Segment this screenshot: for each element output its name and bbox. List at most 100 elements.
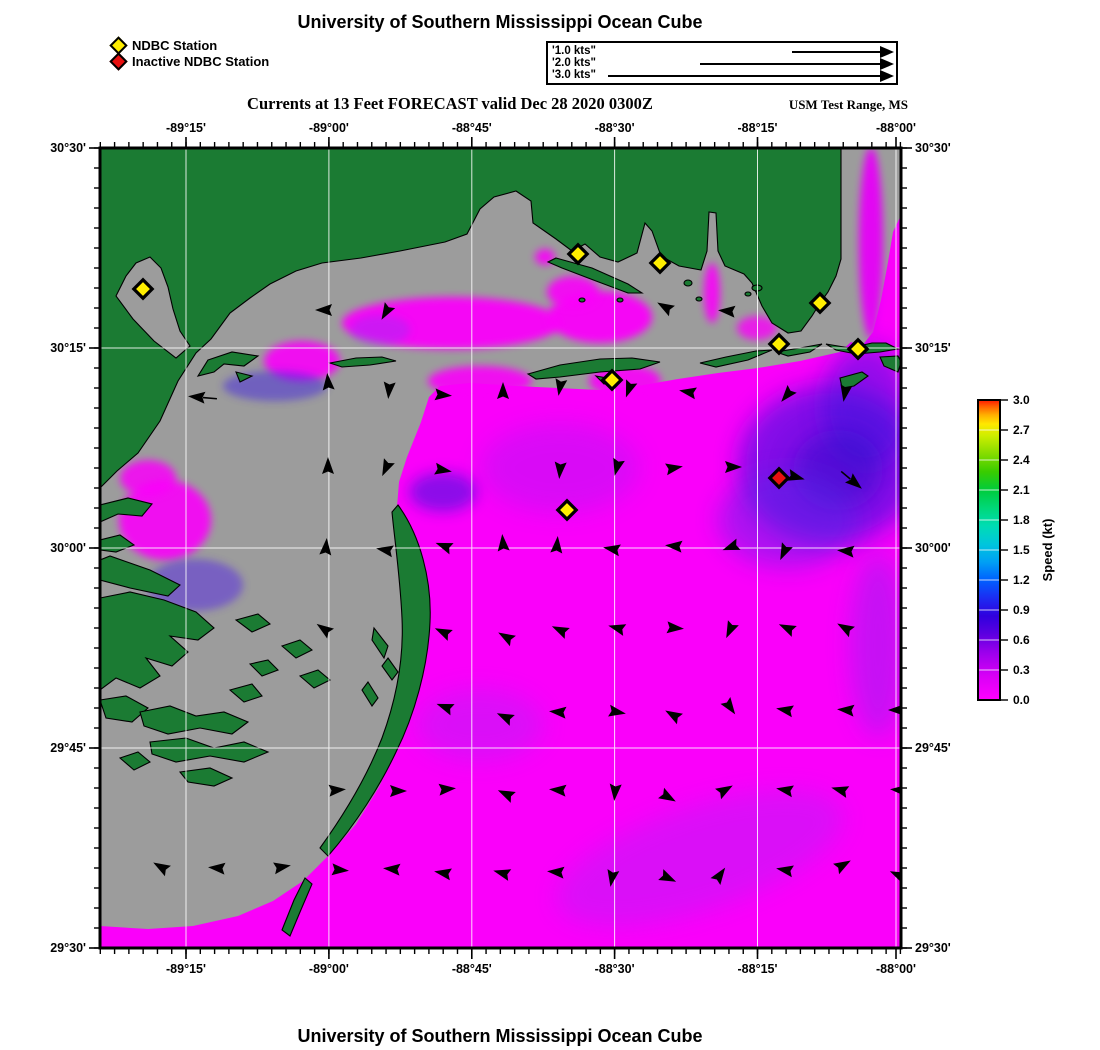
current-vector — [608, 704, 626, 717]
colorbar-tick-label: 0.9 — [1013, 603, 1030, 617]
current-vector — [840, 470, 862, 489]
current-vector — [315, 304, 332, 316]
scale-row-2: '2.0 kts" — [548, 57, 896, 70]
svg-text:-89°15': -89°15' — [166, 962, 206, 976]
current-vector — [434, 868, 452, 881]
svg-text:29°30': 29°30' — [50, 941, 86, 955]
current-vector — [434, 388, 452, 401]
current-vector — [778, 624, 797, 637]
colorbar-tick-label: 0.3 — [1013, 663, 1030, 677]
current-vector — [322, 373, 335, 391]
scale-arrow-line-1 — [792, 51, 880, 53]
current-vector — [434, 628, 453, 641]
current-vector — [188, 391, 217, 404]
map-canvas — [100, 148, 901, 948]
region-label: USM Test Range, MS — [788, 97, 908, 112]
current-vector — [383, 863, 401, 876]
svg-text:30°00': 30°00' — [915, 541, 951, 555]
footer-title: University of Southern Mississippi Ocean… — [297, 1026, 703, 1046]
current-vector — [496, 713, 515, 726]
current-vector — [776, 785, 794, 798]
svg-text:-88°15': -88°15' — [738, 962, 778, 976]
current-vector — [331, 863, 349, 876]
svg-text:-88°45': -88°45' — [452, 962, 492, 976]
ndbc-station-marker — [808, 291, 832, 315]
colorbar-tick-label: 3.0 — [1013, 393, 1030, 407]
colorbar-tick-label: 2.7 — [1013, 423, 1030, 437]
current-vector — [547, 866, 565, 879]
current-vector — [436, 703, 455, 716]
legend-label-inactive: Inactive NDBC Station — [132, 53, 270, 69]
colorbar-tick-label: 1.5 — [1013, 543, 1030, 557]
ndbc-station-marker — [767, 332, 791, 356]
axis-labels: -89°15' -89°15' -89°00' -89°00' -88°45' -88°4… — [50, 121, 951, 976]
ndbc-station-marker — [566, 242, 590, 266]
current-vector — [390, 785, 407, 797]
station-legend: NDBC Station Inactive NDBC Station — [109, 35, 270, 71]
current-vector — [658, 787, 676, 802]
scale-arrow-head-icon — [880, 58, 894, 70]
scale-label-2: '2.0 kts" — [552, 57, 596, 69]
current-vector — [625, 379, 638, 398]
current-vector — [837, 704, 855, 717]
current-vector — [382, 458, 395, 477]
scale-row-1: '1.0 kts" — [548, 45, 896, 58]
current-vector — [550, 536, 563, 554]
current-vector — [603, 544, 621, 557]
legend-row-inactive: Inactive NDBC Station — [109, 51, 270, 71]
current-vector — [666, 621, 684, 634]
current-vector — [658, 869, 677, 882]
colorbar-tick-label: 1.2 — [1013, 573, 1030, 587]
current-vector — [438, 783, 456, 796]
current-vector — [665, 710, 683, 725]
current-vector — [554, 461, 567, 479]
scale-arrow-line-3 — [608, 75, 880, 77]
svg-text:-88°45': -88°45' — [452, 121, 492, 135]
current-vector — [555, 378, 568, 396]
current-vector — [665, 463, 683, 476]
svg-text:-89°00': -89°00' — [309, 962, 349, 976]
scale-arrow-head-icon — [880, 70, 894, 82]
svg-text:29°45': 29°45' — [915, 741, 951, 755]
scale-row-3: '3.0 kts" — [548, 69, 896, 82]
map-subtitle: Currents at 13 Feet FORECAST valid Dec 2… — [247, 94, 653, 113]
current-vector — [608, 624, 627, 636]
current-vector — [781, 385, 797, 402]
colorbar-tick-label: 0.0 — [1013, 693, 1030, 707]
svg-text:-88°15': -88°15' — [738, 121, 778, 135]
current-vector — [328, 784, 346, 797]
current-vector — [776, 865, 794, 878]
current-vector — [316, 623, 334, 639]
current-vector — [833, 860, 851, 875]
current-vector — [890, 784, 901, 797]
current-vector — [497, 790, 516, 803]
page-title: University of Southern Mississippi Ocean… — [297, 12, 703, 32]
current-vector — [665, 540, 683, 553]
current-vector — [153, 862, 171, 877]
scale-arrow-head-icon — [880, 46, 894, 58]
svg-text:30°30': 30°30' — [915, 141, 951, 155]
svg-text:-88°00': -88°00' — [876, 962, 916, 976]
current-vector — [609, 783, 622, 801]
current-vector — [434, 462, 452, 475]
ndbc-station-marker — [846, 337, 870, 361]
ndbc-station-marker — [555, 498, 579, 522]
current-vector — [549, 784, 567, 797]
colorbar-title: Speed (kt) — [1040, 519, 1055, 582]
svg-text:-89°00': -89°00' — [309, 121, 349, 135]
axis-ticks — [89, 137, 912, 959]
current-vector — [549, 706, 567, 719]
current-vector — [725, 461, 742, 473]
svg-text:-88°00': -88°00' — [876, 121, 916, 135]
current-vector — [837, 623, 855, 638]
station-layer — [131, 242, 870, 522]
legend-label-active: NDBC Station — [132, 37, 218, 53]
current-vector — [837, 545, 855, 558]
current-vector — [726, 620, 739, 639]
colorbar-tick-label: 1.8 — [1013, 513, 1030, 527]
svg-text:-88°30': -88°30' — [595, 962, 635, 976]
current-vector — [888, 705, 901, 715]
current-vector — [679, 387, 697, 400]
